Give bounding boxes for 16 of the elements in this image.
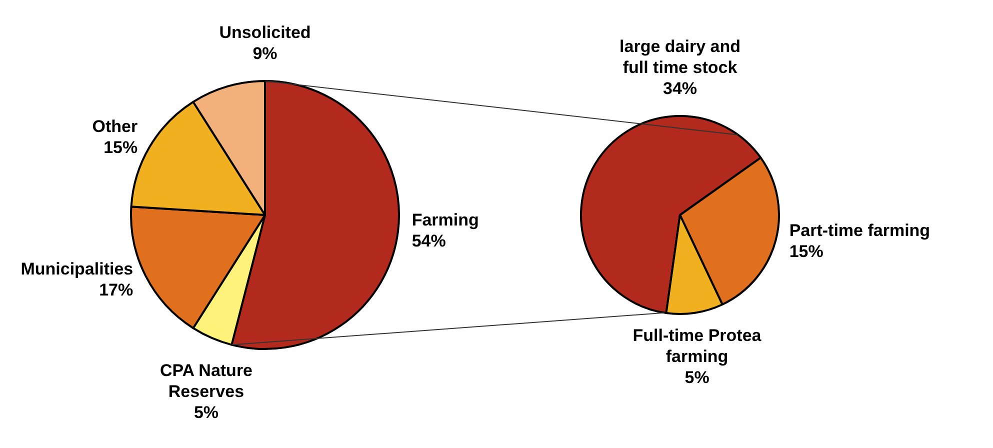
data-label: 15% <box>789 242 824 261</box>
data-label: 5% <box>194 403 219 422</box>
data-label: 34% <box>662 79 698 98</box>
data-label: 9% <box>252 44 278 64</box>
data-label: 54% <box>412 232 446 251</box>
slice-label: Full-time Protea farming <box>632 326 762 366</box>
slice-label: large dairy and full time stock <box>620 37 740 78</box>
slice-label: Unsolicited <box>219 23 311 42</box>
slice-label: Farming <box>412 210 479 230</box>
slice-label: Municipalities <box>20 259 134 278</box>
slice-label: Part-time farming <box>789 220 930 240</box>
data-label: 17% <box>99 280 134 300</box>
slice-label: CPA Nature Reserves <box>160 361 253 402</box>
data-label: 15% <box>104 138 138 157</box>
slice-label: Other <box>92 116 138 136</box>
data-label: 5% <box>684 368 710 388</box>
